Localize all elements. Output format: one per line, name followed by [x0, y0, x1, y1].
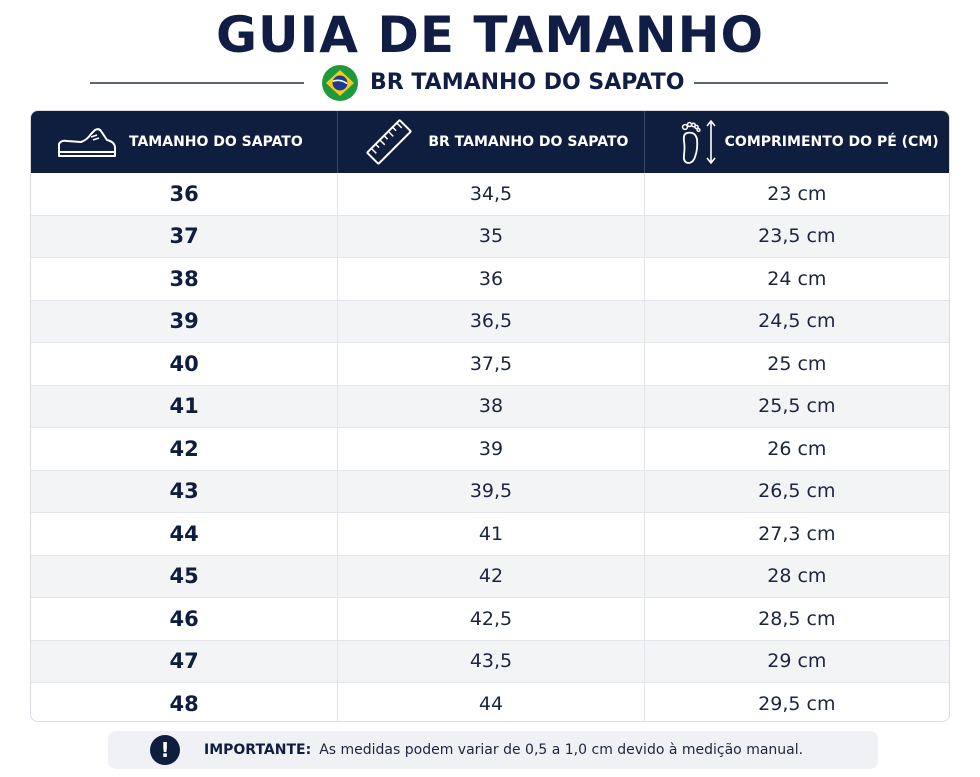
cell-foot-length: 26 cm [767, 437, 827, 460]
table-header: TAMANHO DO SAPATO BR TAMANHO DO SAPATO [31, 111, 949, 173]
table-row: 40 37,5 25 cm [31, 343, 949, 386]
header-shoe-size: TAMANHO DO SAPATO [31, 111, 339, 173]
brazil-flag-icon [322, 65, 358, 101]
cell-shoe-size: 46 [31, 598, 339, 640]
cell-foot-length: 24 cm [767, 267, 827, 290]
table-row: 37 35 23,5 cm [31, 215, 949, 258]
cell-foot-length: 23,5 cm [758, 225, 836, 248]
divider-right [694, 82, 888, 84]
cell-br-size: 37,5 [338, 343, 645, 385]
cell-foot-length: 26,5 cm [758, 480, 836, 503]
table-row: 48 44 29,5 cm [31, 683, 949, 721]
cell-br-size: 42,5 [338, 598, 645, 640]
table-row: 36 34,5 23 cm [31, 173, 949, 216]
table-row: 44 41 27,3 cm [31, 513, 949, 556]
cell-br-size: 35 [338, 215, 645, 257]
header-foot-length: COMPRIMENTO DO PÉ (CM) [645, 111, 949, 173]
ruler-icon [366, 119, 412, 165]
subtitle: BR TAMANHO DO SAPATO [370, 70, 685, 95]
notice-box: ! IMPORTANTE: As medidas podem variar de… [108, 731, 878, 769]
header-label-foot-length: COMPRIMENTO DO PÉ (CM) [724, 134, 939, 150]
table-row: 46 42,5 28,5 cm [31, 598, 949, 641]
cell-shoe-size: 47 [31, 640, 339, 682]
shoe-icon [58, 128, 116, 157]
cell-br-size: 44 [338, 683, 645, 721]
exclamation-icon: ! [150, 735, 180, 765]
cell-shoe-size: 40 [31, 343, 339, 385]
cell-shoe-size: 39 [31, 300, 339, 342]
notice-label: IMPORTANTE: [204, 742, 312, 758]
divider-left [90, 82, 304, 84]
cell-br-size: 43,5 [338, 640, 645, 682]
cell-shoe-size: 38 [31, 258, 339, 300]
table-row: 42 39 26 cm [31, 428, 949, 471]
cell-shoe-size: 45 [31, 555, 339, 597]
cell-foot-length: 25,5 cm [758, 395, 836, 418]
size-table: TAMANHO DO SAPATO BR TAMANHO DO SAPATO [30, 110, 950, 722]
cell-br-size: 39 [338, 428, 645, 470]
table-row: 39 36,5 24,5 cm [31, 300, 949, 343]
cell-foot-length: 29,5 cm [758, 693, 836, 716]
cell-shoe-size: 37 [31, 215, 339, 257]
cell-br-size: 38 [338, 385, 645, 427]
table-row: 47 43,5 29 cm [31, 640, 949, 683]
footprint-icon [681, 119, 716, 165]
table-row: 38 36 24 cm [31, 258, 949, 301]
cell-shoe-size: 41 [31, 385, 339, 427]
cell-foot-length: 24,5 cm [758, 310, 836, 333]
cell-br-size: 34,5 [338, 173, 645, 215]
table-row: 45 42 28 cm [31, 555, 949, 598]
cell-shoe-size: 42 [31, 428, 339, 470]
cell-shoe-size: 36 [31, 173, 339, 215]
cell-br-size: 42 [338, 555, 645, 597]
notice-text: As medidas podem variar de 0,5 a 1,0 cm … [319, 742, 804, 758]
cell-br-size: 41 [338, 513, 645, 555]
cell-br-size: 36 [338, 258, 645, 300]
cell-foot-length: 28,5 cm [758, 607, 836, 630]
table-row: 43 39,5 26,5 cm [31, 470, 949, 513]
cell-shoe-size: 48 [31, 683, 339, 721]
cell-br-size: 39,5 [338, 470, 645, 512]
table-body: 36 34,5 23 cm 37 35 23,5 cm 38 36 24 cm … [31, 173, 949, 721]
header-br-size: BR TAMANHO DO SAPATO [338, 111, 645, 173]
cell-shoe-size: 44 [31, 513, 339, 555]
cell-br-size: 36,5 [338, 300, 645, 342]
header-label-br-size: BR TAMANHO DO SAPATO [428, 134, 629, 150]
cell-foot-length: 25 cm [767, 352, 827, 375]
cell-foot-length: 28 cm [767, 565, 827, 588]
cell-shoe-size: 43 [31, 470, 339, 512]
subtitle-row: BR TAMANHO DO SAPATO [90, 64, 888, 102]
page-title: GUIA DE TAMANHO [216, 6, 764, 64]
header-label-shoe-size: TAMANHO DO SAPATO [129, 134, 303, 150]
cell-foot-length: 27,3 cm [758, 522, 836, 545]
cell-foot-length: 23 cm [767, 182, 827, 205]
cell-foot-length: 29 cm [767, 650, 827, 673]
table-row: 41 38 25,5 cm [31, 385, 949, 428]
